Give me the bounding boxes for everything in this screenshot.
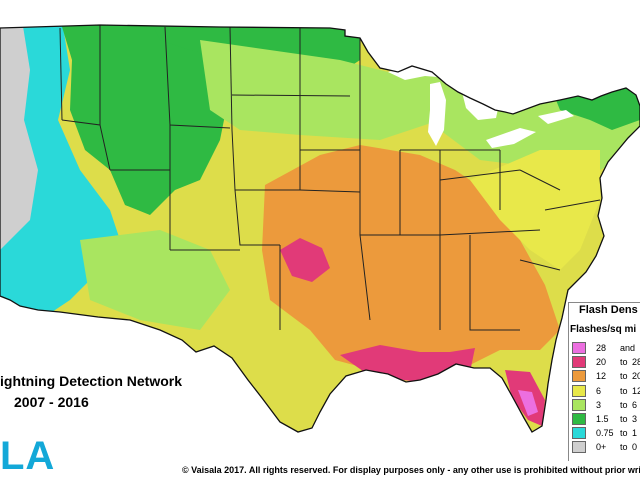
legend-upper: 0	[632, 442, 638, 453]
legend-row: 1.5 to 3	[572, 412, 640, 426]
legend-swatch	[572, 441, 586, 454]
legend-separator: to	[620, 357, 628, 368]
legend-value: 0+	[596, 442, 607, 453]
lake-ontario	[538, 110, 574, 124]
date-range: 2007 - 2016	[14, 394, 89, 410]
legend-upper: 1	[632, 428, 638, 439]
legend-value: 28	[596, 343, 607, 354]
legend-title: Flash Dens	[579, 304, 638, 316]
legend-value: 20	[596, 357, 607, 368]
legend-separator: to	[620, 442, 628, 453]
legend-row: 20 to 28	[572, 355, 640, 369]
lake-erie	[486, 128, 536, 148]
legend-swatch	[572, 398, 586, 411]
legend-upper: 6	[632, 399, 638, 410]
legend-upper: 28	[632, 357, 640, 368]
lake-huron	[462, 88, 500, 120]
legend-separator: to	[620, 399, 628, 410]
map-title: ightning Detection Network	[0, 373, 182, 389]
zone-rockies-green	[60, 25, 230, 215]
us-border	[0, 24, 640, 433]
legend-value: 1.5	[596, 414, 609, 425]
zone-appalachian-yellow	[470, 150, 600, 270]
zone-plains-lime	[200, 40, 440, 140]
legend-row: 12 to 20	[572, 369, 640, 383]
legend-value: 3	[596, 399, 602, 410]
lake-michigan	[428, 82, 446, 146]
legend-upper: 20	[632, 371, 640, 382]
legend-value: 0.75	[596, 428, 614, 439]
legend-separator: and	[620, 343, 636, 354]
legend-row: 28 and	[572, 341, 640, 355]
legend-separator: to	[620, 414, 628, 425]
legend-swatch	[572, 356, 586, 369]
legend-row: 3 to 6	[572, 398, 640, 412]
legend-swatch	[572, 384, 586, 397]
legend-row: 6 to 12	[572, 384, 640, 398]
legend-separator: to	[620, 371, 628, 382]
zone-southwest-lime	[80, 230, 230, 330]
legend-upper: 3	[632, 414, 638, 425]
legend-value: 6	[596, 385, 602, 396]
legend-subtitle: Flashes/sq mi	[570, 324, 637, 335]
legend-separator: to	[620, 385, 628, 396]
state-borders	[59, 25, 601, 331]
legend-swatch	[572, 370, 586, 383]
legend-swatch	[572, 427, 586, 440]
zone-texas-magenta	[280, 238, 330, 282]
copyright-notice: © Vaisala 2017. All rights reserved. For…	[182, 465, 640, 475]
legend-row: 0+ to 0	[572, 440, 640, 454]
legend-row: 0.75 to 1	[572, 426, 640, 440]
legend-swatch	[572, 342, 586, 355]
legend-swatch	[572, 413, 586, 426]
legend-value: 12	[596, 371, 607, 382]
zone-florida-pink	[518, 390, 538, 416]
vaisala-logo: LA	[0, 434, 56, 478]
zone-central-orange	[262, 145, 560, 380]
legend-rows: 28 and 20 to 28 12 to 20 6 to 12 3 to 6 …	[572, 341, 640, 455]
legend-separator: to	[620, 428, 628, 439]
zone-pacific-gray	[0, 25, 38, 250]
legend-upper: 12	[632, 385, 640, 396]
